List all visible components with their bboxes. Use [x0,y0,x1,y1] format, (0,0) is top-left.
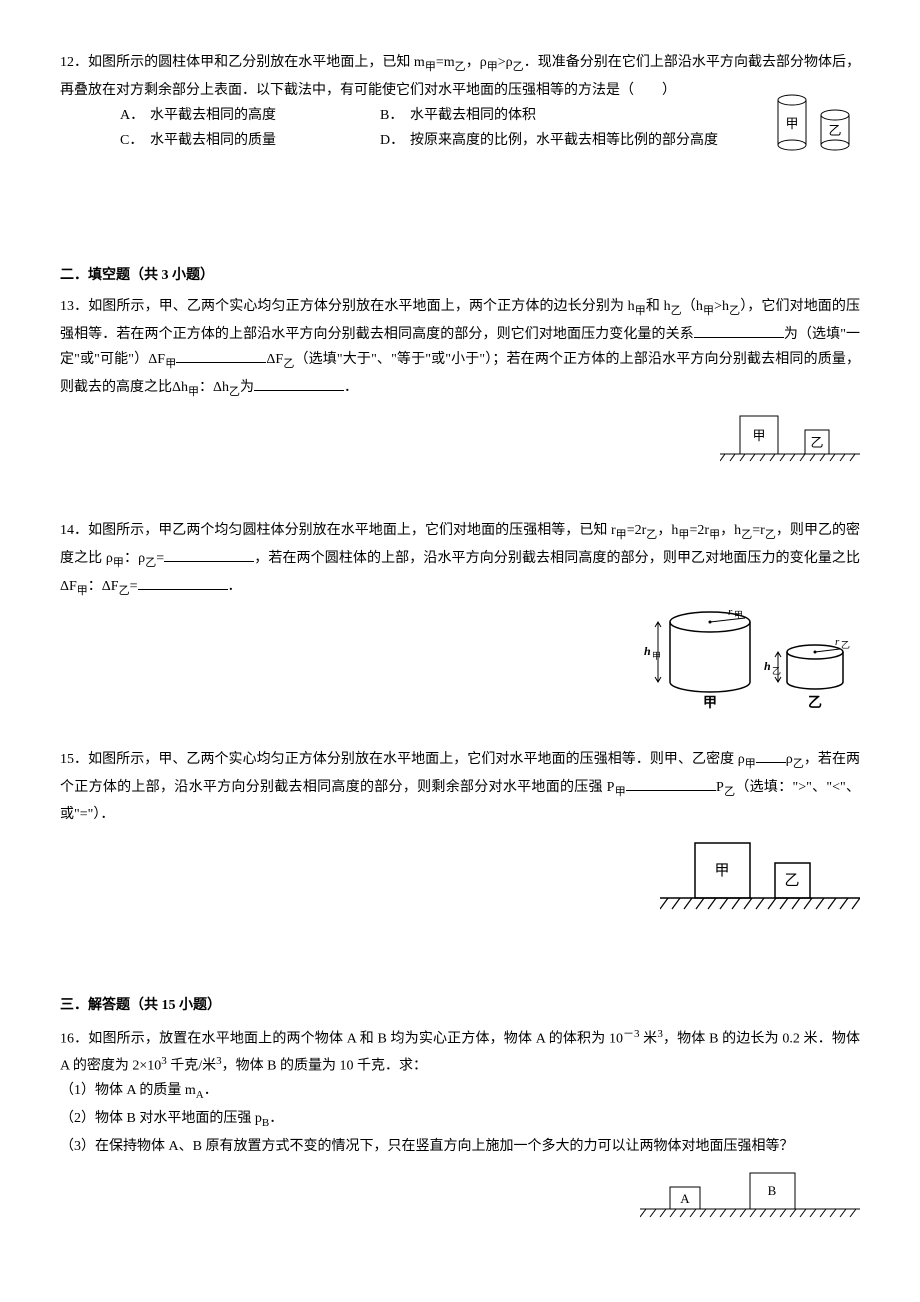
svg-text:甲: 甲 [752,428,765,443]
svg-text:乙: 乙 [784,873,799,889]
blocks-on-ground-icon: A B [640,1165,860,1225]
svg-text:h: h [644,644,651,658]
svg-text:乙: 乙 [808,695,822,711]
q14-figure: r甲 h甲 甲 r乙 h乙 乙 [60,607,860,717]
q14-stem: 14．如图所示，甲乙两个均匀圆柱体分别放在水平地面上，它们对地面的压强相等，已知… [60,518,860,601]
q12-opt-c: C．水平截去相同的质量 [120,128,340,153]
svg-text:乙: 乙 [810,435,823,450]
q15-stem: 15．如图所示，甲、乙两个实心均匀正方体分别放在水平地面上，它们对水平地面的压强… [60,747,860,827]
cylinders-icon: 甲 乙 [770,90,860,160]
q12-figure: 甲 乙 [770,90,860,160]
label-jia: 甲 [785,116,798,131]
q12-opt-d: D．按原来高度的比例，水平截去相等比例的部分高度 [380,128,718,153]
svg-text:甲: 甲 [714,863,729,879]
svg-text:h: h [764,659,771,673]
svg-text:乙: 乙 [841,640,850,650]
svg-text:A: A [680,1191,690,1206]
svg-text:甲: 甲 [703,695,717,711]
blank [164,547,254,562]
question-16: 16．如图所示，放置在水平地面上的两个物体 A 和 B 均为实心正方体，物体 A… [60,1025,860,1225]
q12-stem: 12．如图所示的圆柱体甲和乙分别放在水平地面上，已知 m甲=m乙，ρ甲>ρ乙．现… [60,50,860,103]
cubes-on-ground-icon: 甲 乙 [720,408,860,468]
question-13: 13．如图所示，甲、乙两个实心均匀正方体分别放在水平地面上，两个正方体的边长分别… [60,294,860,468]
q16-figure: A B [60,1165,860,1225]
svg-text:甲: 甲 [652,651,661,661]
svg-text:乙: 乙 [772,666,781,676]
blank [756,748,786,763]
blank [176,348,266,363]
q16-part2: （2）物体 B 对水平地面的压强 pB． [60,1106,860,1134]
q12-opt-b: B．水平截去相同的体积 [380,103,536,128]
q16-part1: （1）物体 A 的质量 mA． [60,1078,860,1106]
q12-options: A．水平截去相同的高度 B．水平截去相同的体积 C．水平截去相同的质量 D．按原… [120,103,860,153]
svg-text:r: r [728,607,733,618]
labeled-cylinders-icon: r甲 h甲 甲 r乙 h乙 乙 [640,607,860,717]
svg-text:甲: 甲 [734,610,743,620]
blank [694,323,784,338]
question-15: 15．如图所示，甲、乙两个实心均匀正方体分别放在水平地面上，它们对水平地面的压强… [60,747,860,923]
blank [254,376,344,391]
q13-stem: 13．如图所示，甲、乙两个实心均匀正方体分别放在水平地面上，两个正方体的边长分别… [60,294,860,402]
q12-opt-a: A．水平截去相同的高度 [120,103,340,128]
section-3-header: 三．解答题（共 15 小题） [60,993,860,1018]
question-12: 12．如图所示的圆柱体甲和乙分别放在水平地面上，已知 m甲=m乙，ρ甲>ρ乙．现… [60,50,860,153]
q13-figure: 甲 乙 [60,408,860,468]
q16-part3: （3）在保持物体 A、B 原有放置方式不变的情况下，只在竖直方向上施加一个多大的… [60,1134,860,1159]
svg-text:r: r [835,636,840,648]
q16-stem: 16．如图所示，放置在水平地面上的两个物体 A 和 B 均为实心正方体，物体 A… [60,1025,860,1079]
label-yi: 乙 [828,123,841,138]
q12-num: 12 [60,55,74,70]
cubes-on-ground-icon: 甲 乙 [660,833,860,923]
q15-figure: 甲 乙 [60,833,860,923]
blank [138,575,228,590]
question-14: 14．如图所示，甲乙两个均匀圆柱体分别放在水平地面上，它们对地面的压强相等，已知… [60,518,860,717]
section-2-header: 二．填空题（共 3 小题） [60,263,860,288]
blank [626,776,716,791]
svg-text:B: B [768,1183,777,1198]
